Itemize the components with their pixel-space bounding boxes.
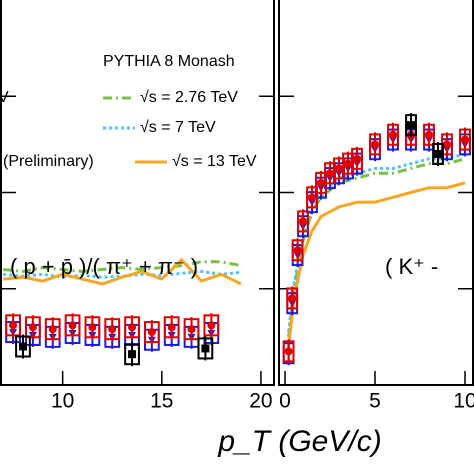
- x-axis-label: p_T (GeV/c): [217, 425, 381, 458]
- data-point: [353, 154, 362, 163]
- data-point: [288, 294, 297, 303]
- model-line: [3, 257, 242, 286]
- legend-label: √s = 13 TeV: [172, 153, 257, 170]
- data-point: [371, 140, 380, 149]
- x-tick-label: 0: [279, 390, 291, 413]
- data-point: [128, 350, 137, 359]
- data-point: [344, 159, 353, 168]
- data-point: [434, 150, 443, 158]
- data-point: [18, 342, 27, 351]
- frame: [278, 0, 474, 386]
- data-point: [461, 135, 470, 144]
- legend-label: √s = 2.76 TeV: [140, 89, 238, 106]
- data-point: [9, 321, 18, 330]
- x-tick-label: 10: [51, 390, 74, 413]
- data-point: [68, 321, 77, 330]
- plot-area: [3, 257, 242, 367]
- annotation: (Preliminary): [3, 153, 94, 170]
- model-line: [3, 260, 242, 273]
- x-tick-label: 20: [249, 390, 272, 413]
- model-line: [3, 269, 242, 279]
- frame: [0, 0, 275, 386]
- panel: 0 5 10 ( K⁺ -: [278, 0, 474, 413]
- data-point: [167, 323, 176, 332]
- data-point: [108, 325, 117, 334]
- data-point: [335, 164, 344, 173]
- data-point: [88, 323, 97, 332]
- data-point: [293, 246, 302, 255]
- data-point: [326, 169, 335, 178]
- data-point: [317, 178, 326, 187]
- ratio-label: ( p + p̄ )/( π⁺ + π⁻ ): [10, 254, 198, 279]
- ratio-label: ( K⁺ -: [385, 254, 438, 279]
- panel: 10 15 20 ( p + p̄ )/( π⁺ + π⁻ ): [0, 0, 275, 413]
- legend-title: PYTHIA 8 Monash: [103, 53, 235, 70]
- data-point: [308, 193, 317, 202]
- data-point: [407, 121, 416, 130]
- data-point: [284, 347, 293, 356]
- data-point: [389, 130, 398, 139]
- x-tick-label: 15: [150, 390, 173, 413]
- model-line: [287, 152, 466, 333]
- data-point: [207, 321, 216, 330]
- data-point: [48, 325, 57, 334]
- data-point: [443, 140, 452, 149]
- x-tick-label: 5: [369, 390, 381, 413]
- data-point: [425, 130, 434, 139]
- data-point: [28, 323, 37, 332]
- data-point: [187, 325, 196, 334]
- legend-label: √s = 7 TeV: [140, 119, 216, 136]
- data-point: [147, 328, 156, 337]
- plot-area: [282, 113, 471, 366]
- x-tick-label: 10: [453, 390, 474, 413]
- data-point: [128, 323, 137, 332]
- data-point: [299, 217, 308, 226]
- model-line: [287, 157, 466, 338]
- annotation: V: [0, 89, 9, 106]
- data-point: [201, 344, 210, 353]
